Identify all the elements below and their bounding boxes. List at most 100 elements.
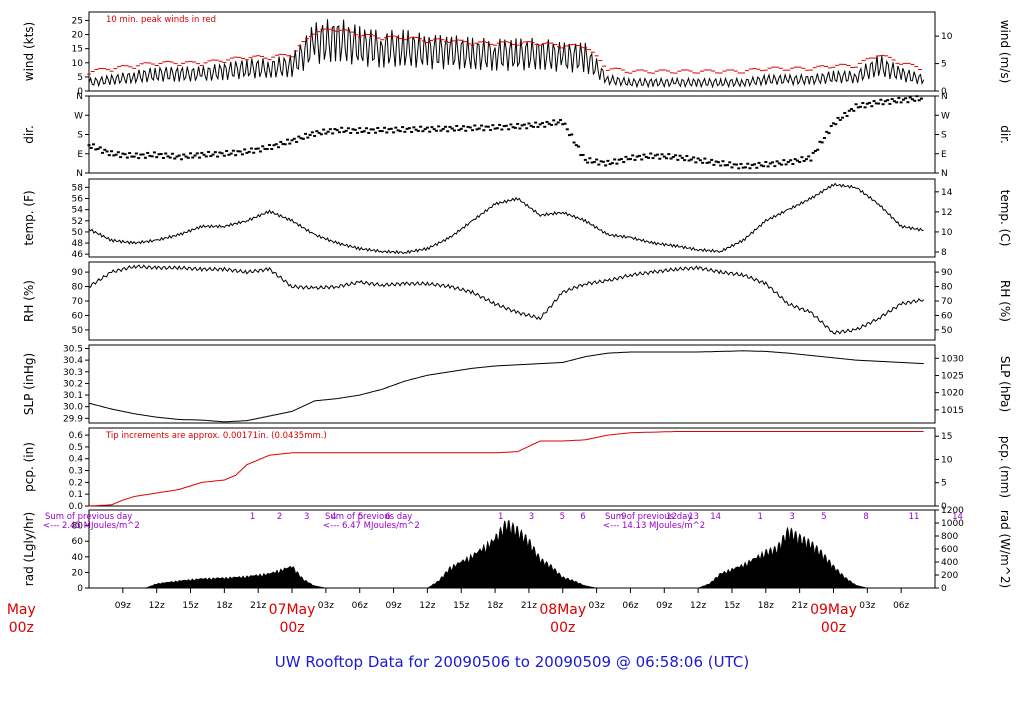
dir-point [829, 124, 833, 127]
dir-point [547, 122, 551, 125]
dir-point [705, 161, 709, 164]
dir-point [836, 116, 840, 119]
dir-point [588, 157, 592, 160]
dir-point [617, 158, 621, 161]
dir-point [827, 132, 831, 135]
dir-point [694, 161, 698, 164]
dir-point [125, 156, 129, 159]
dir-point [689, 158, 693, 161]
dir-point [777, 162, 781, 165]
dir-point [651, 157, 655, 160]
temp-ylabel-right: temp. (C) [998, 190, 1012, 247]
dir-point [868, 101, 872, 104]
rad-hour-marker: 6 [580, 512, 585, 522]
slp-left-tick-label: 30.1 [63, 391, 83, 401]
dir-point [249, 147, 253, 150]
dir-point [96, 147, 100, 150]
dir-point [466, 125, 470, 128]
pcp-right-tick-label: 5 [941, 479, 947, 489]
dir-point [809, 159, 813, 162]
dir-point [89, 146, 93, 149]
dir-point [743, 166, 747, 169]
dir-point [531, 125, 535, 128]
slp-left-tick-label: 30.0 [63, 403, 83, 413]
rad-series-area [145, 519, 868, 589]
rad-hour-marker: 3 [789, 512, 794, 522]
dir-point [213, 151, 217, 154]
dir-point [371, 128, 375, 131]
dir-point [822, 136, 826, 139]
x-hour-label: 03z [589, 601, 605, 611]
x-hour-label: 15z [453, 601, 469, 611]
dir-point [852, 109, 856, 112]
dir-point [554, 123, 558, 126]
dir-point [319, 133, 323, 136]
dir-point [290, 139, 294, 142]
dir-point [913, 99, 917, 102]
dir-right-tick-label: E [941, 150, 947, 160]
dir-point [243, 148, 247, 151]
dir-point [493, 127, 497, 130]
dir-point [762, 165, 766, 168]
rad-left-tick-label: 80 [72, 522, 84, 532]
rad-right-tick-label: 1200 [941, 506, 964, 516]
dir-point [146, 151, 150, 154]
dir-point [549, 124, 553, 127]
dir-point [220, 152, 224, 155]
dir-point [859, 105, 863, 108]
dir-point [498, 123, 502, 126]
temp-left-tick-label: 58 [72, 183, 84, 193]
dir-point [906, 101, 910, 104]
dir-point [574, 144, 578, 147]
dir-point [407, 127, 411, 130]
rh-left-tick-label: 50 [72, 326, 84, 336]
dir-point [802, 159, 806, 162]
dir-point [170, 152, 174, 155]
dir-point [159, 153, 163, 156]
dir-point [419, 125, 423, 128]
dir-point [369, 128, 373, 131]
dir-point [502, 125, 506, 128]
pcp-right-tick-label: 10 [941, 455, 953, 465]
rad-hour-marker: 1 [498, 512, 503, 522]
dir-point [696, 157, 700, 160]
pcp-ylabel-left: pcp. (in) [22, 442, 36, 492]
dir-point [477, 127, 481, 130]
dir-point [495, 127, 499, 130]
dir-point [107, 154, 111, 157]
rad-hour-marker: 9 [621, 512, 626, 522]
dir-point [775, 160, 779, 163]
wind-series-line [88, 19, 925, 89]
wind-annotation: 10 min. peak winds in red [106, 15, 216, 25]
dir-point [362, 130, 366, 133]
rad-hour-marker: 1 [250, 512, 255, 522]
x-hour-label: 18z [216, 601, 232, 611]
dir-point [904, 97, 908, 100]
rh-left-tick-label: 80 [72, 283, 84, 293]
rad-hour-marker: 5 [358, 512, 363, 522]
dir-point [351, 128, 355, 131]
dir-point [685, 155, 689, 158]
dir-point [256, 147, 260, 150]
wind-right-tick-label: 0 [941, 87, 947, 97]
pcp-left-tick-label: 0.5 [69, 443, 83, 453]
dir-point [656, 153, 660, 156]
dir-point [804, 158, 808, 161]
dir-point [313, 134, 317, 137]
x-day-hour-label: 00z [279, 620, 304, 636]
x-day-label: May [7, 602, 36, 618]
dir-point [899, 101, 903, 104]
rad-hour-marker: 13 [688, 512, 699, 522]
dir-point [572, 141, 576, 144]
dir-point [392, 131, 396, 134]
dir-point [328, 128, 332, 131]
pcp-left-tick-label: 0.3 [69, 467, 83, 477]
slp-right-tick-label: 1030 [941, 354, 964, 364]
dir-point [825, 130, 829, 133]
rad-left-tick-label: 40 [72, 553, 84, 563]
x-hour-label: 09z [115, 601, 131, 611]
temp-right-tick-label: 12 [941, 208, 952, 218]
rad-hour-marker: 5 [821, 512, 826, 522]
dir-point [570, 133, 574, 136]
